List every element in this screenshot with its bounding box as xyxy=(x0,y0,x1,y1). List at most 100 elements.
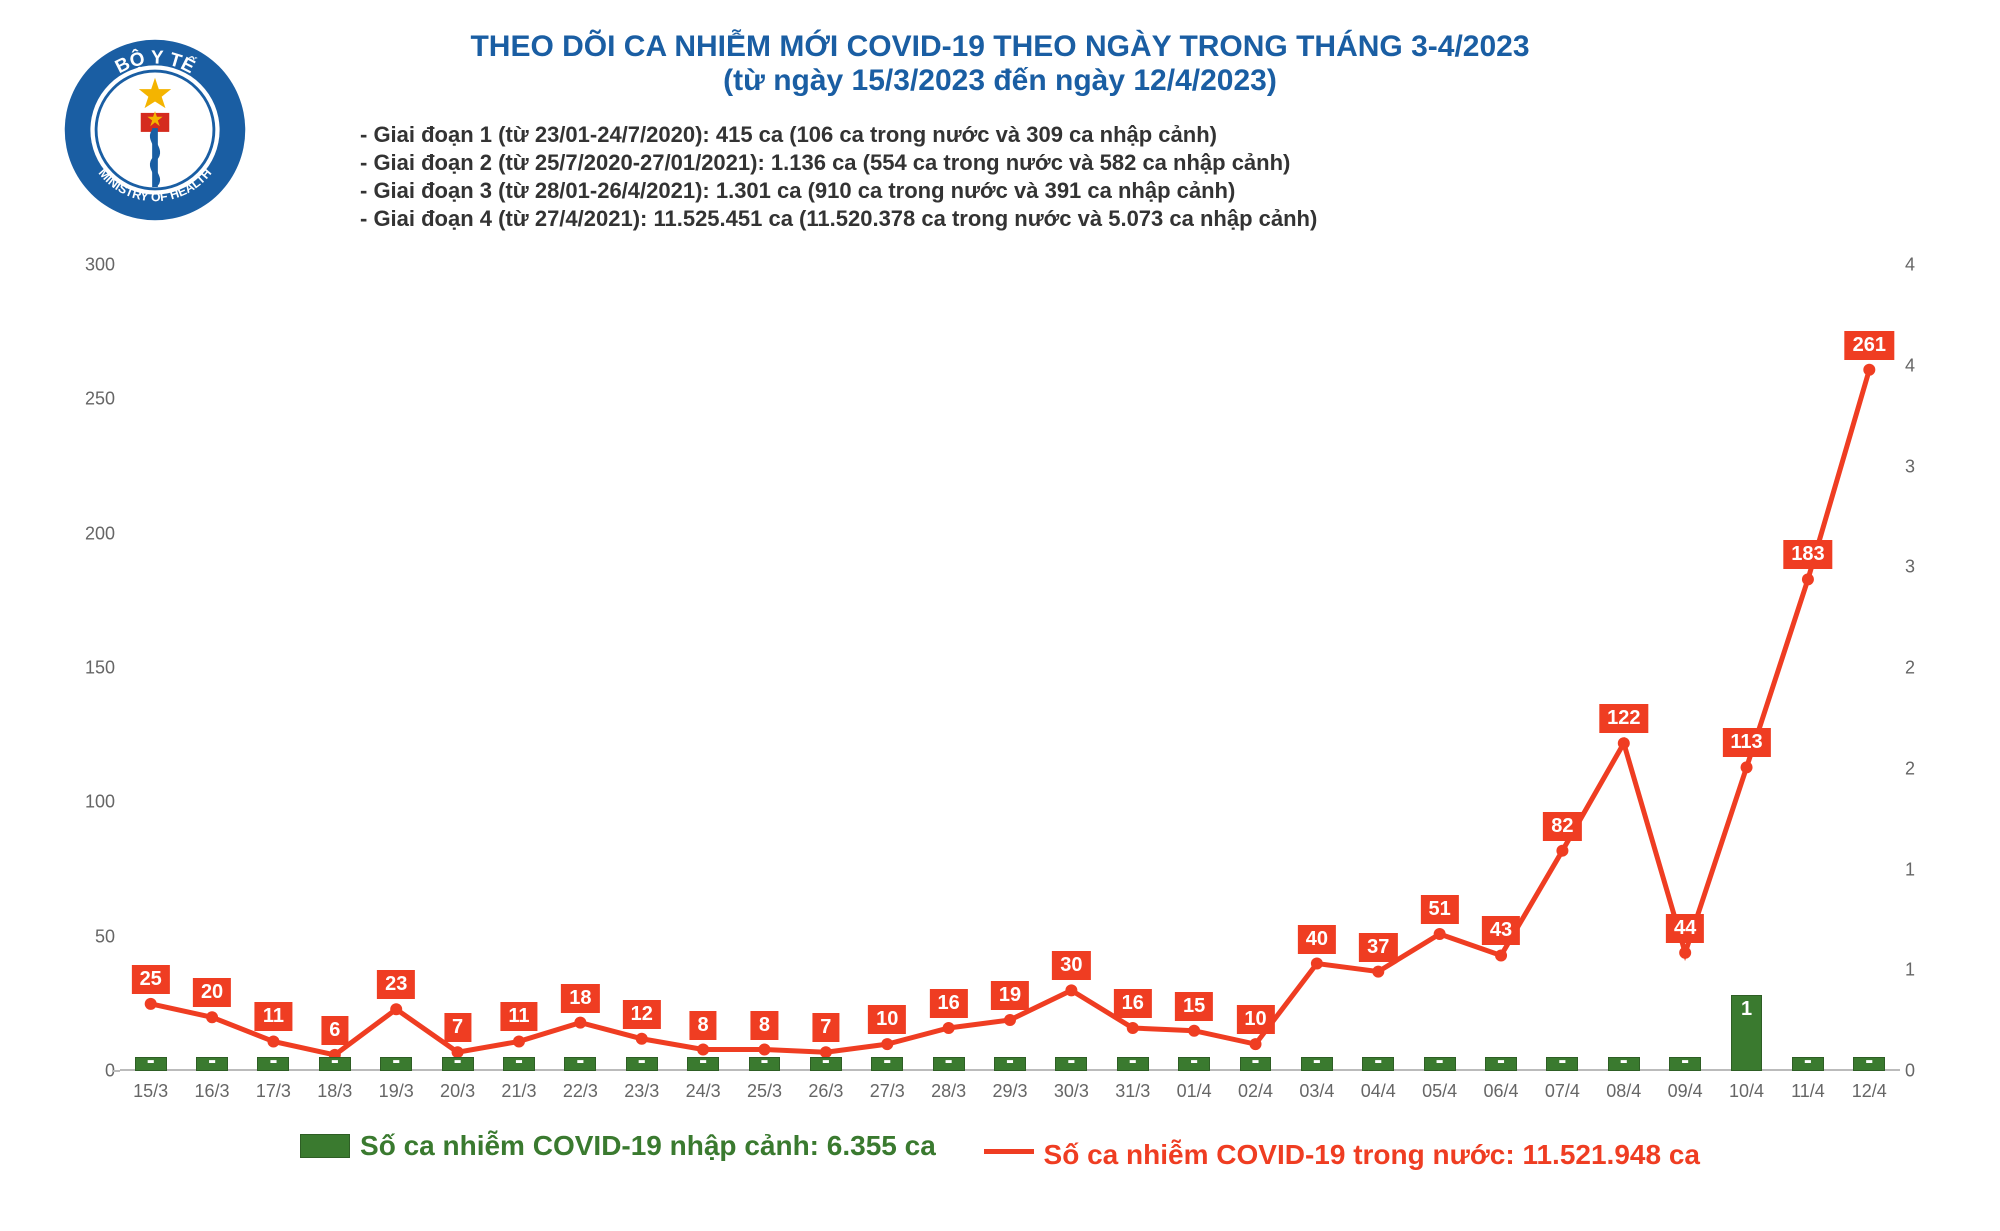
bar-label: - xyxy=(1865,1047,1873,1075)
bar-label: - xyxy=(1190,1047,1198,1075)
line-data-label: 10 xyxy=(868,1005,906,1034)
line-marker xyxy=(513,1035,525,1047)
line-data-label: 183 xyxy=(1783,540,1832,569)
x-tick: 24/3 xyxy=(686,1081,721,1102)
bar-label: - xyxy=(269,1047,277,1075)
x-axis: 15/316/317/318/319/320/321/322/323/324/3… xyxy=(120,1081,1900,1111)
line-marker xyxy=(1311,958,1323,970)
line-marker xyxy=(1556,845,1568,857)
bar-label: - xyxy=(1558,1047,1566,1075)
line-data-label: 261 xyxy=(1845,331,1894,360)
line-marker xyxy=(1679,947,1691,959)
bar-label: - xyxy=(1804,1047,1812,1075)
y-tick-right: 3 xyxy=(1905,557,1950,578)
line-data-label: 16 xyxy=(929,989,967,1018)
line-data-label: 40 xyxy=(1298,925,1336,954)
y-tick-left: 100 xyxy=(60,792,115,813)
line-data-label: 7 xyxy=(444,1013,471,1042)
bar-label: - xyxy=(147,1047,155,1075)
bar-label: - xyxy=(760,1047,768,1075)
bar-label: - xyxy=(1252,1047,1260,1075)
x-tick: 27/3 xyxy=(870,1081,905,1102)
line-data-label: 8 xyxy=(751,1011,778,1040)
x-tick: 18/3 xyxy=(317,1081,352,1102)
y-tick-right: 3 xyxy=(1905,456,1950,477)
bar-label: - xyxy=(392,1047,400,1075)
x-tick: 04/4 xyxy=(1361,1081,1396,1102)
bar-label: - xyxy=(1497,1047,1505,1075)
legend-text-bar: Số ca nhiễm COVID-19 nhập cảnh: 6.355 ca xyxy=(360,1130,936,1162)
legend-item-bar: Số ca nhiễm COVID-19 nhập cảnh: 6.355 ca xyxy=(300,1130,936,1162)
line-marker xyxy=(1188,1025,1200,1037)
x-tick: 11/4 xyxy=(1791,1081,1825,1102)
y-tick-right: 1 xyxy=(1905,960,1950,981)
note-line: - Giai đoạn 3 (từ 28/01-26/4/2021): 1.30… xyxy=(360,178,1920,204)
x-tick: 31/3 xyxy=(1115,1081,1150,1102)
line-marker xyxy=(636,1033,648,1045)
line-marker xyxy=(390,1003,402,1015)
x-tick: 29/3 xyxy=(992,1081,1027,1102)
line-data-label: 12 xyxy=(623,1000,661,1029)
bar-label: - xyxy=(1620,1047,1628,1075)
y-tick-right: 1 xyxy=(1905,859,1950,880)
y-tick-right: 2 xyxy=(1905,658,1950,679)
x-tick: 23/3 xyxy=(624,1081,659,1102)
x-tick: 08/4 xyxy=(1606,1081,1641,1102)
line-data-label: 44 xyxy=(1666,914,1704,943)
note-line: - Giai đoạn 1 (từ 23/01-24/7/2020): 415 … xyxy=(360,122,1920,148)
note-line: - Giai đoạn 2 (từ 25/7/2020-27/01/2021):… xyxy=(360,150,1920,176)
y-tick-left: 250 xyxy=(60,389,115,410)
line-series-svg xyxy=(120,265,1900,1071)
legend-item-line: Số ca nhiễm COVID-19 trong nước: 11.521.… xyxy=(984,1139,1700,1171)
line-data-label: 10 xyxy=(1236,1005,1274,1034)
x-tick: 26/3 xyxy=(808,1081,843,1102)
bar-label: - xyxy=(1129,1047,1137,1075)
line-data-label: 23 xyxy=(377,970,415,999)
chart-title-line2: (từ ngày 15/3/2023 đến ngày 12/4/2023) xyxy=(20,64,1980,98)
line-data-label: 51 xyxy=(1421,895,1459,924)
y-tick-right: 4 xyxy=(1905,355,1950,376)
bar-label: 1 xyxy=(1741,998,1752,1021)
line-marker xyxy=(145,998,157,1010)
line-data-label: 11 xyxy=(255,1002,292,1031)
y-tick-left: 150 xyxy=(60,658,115,679)
line-marker xyxy=(1065,984,1077,996)
line-data-label: 25 xyxy=(132,965,170,994)
x-tick: 09/4 xyxy=(1668,1081,1703,1102)
y-tick-left: 50 xyxy=(60,926,115,947)
line-data-label: 11 xyxy=(500,1002,537,1031)
line-data-label: 6 xyxy=(321,1016,348,1045)
y-tick-left: 300 xyxy=(60,255,115,276)
chart-title-line1: THEO DÕI CA NHIỄM MỚI COVID-19 THEO NGÀY… xyxy=(20,30,1980,64)
line-marker xyxy=(574,1017,586,1029)
chart-header: THEO DÕI CA NHIỄM MỚI COVID-19 THEO NGÀY… xyxy=(20,20,1980,108)
legend-swatch-bar xyxy=(300,1134,350,1158)
chart-notes: - Giai đoạn 1 (từ 23/01-24/7/2020): 415 … xyxy=(360,120,1920,234)
bar-label: - xyxy=(515,1047,523,1075)
line-data-label: 15 xyxy=(1175,992,1213,1021)
x-tick: 10/4 xyxy=(1729,1081,1764,1102)
chart-container: BỘ Y TẾ MINISTRY OF HEALTH THEO DÕI CA N… xyxy=(20,20,1980,1211)
x-tick: 03/4 xyxy=(1299,1081,1334,1102)
chart-legend: Số ca nhiễm COVID-19 nhập cảnh: 6.355 ca… xyxy=(20,1130,1980,1172)
bar-label: - xyxy=(331,1047,339,1075)
x-tick: 02/4 xyxy=(1238,1081,1273,1102)
line-marker xyxy=(1372,966,1384,978)
line-data-label: 30 xyxy=(1052,951,1090,980)
x-tick: 17/3 xyxy=(256,1081,291,1102)
line-data-label: 18 xyxy=(561,984,599,1013)
x-tick: 12/4 xyxy=(1852,1081,1887,1102)
line-data-label: 43 xyxy=(1482,916,1520,945)
bar-label: - xyxy=(822,1047,830,1075)
line-marker xyxy=(1127,1022,1139,1034)
line-marker xyxy=(1802,573,1814,585)
y-tick-left: 200 xyxy=(60,523,115,544)
line-marker xyxy=(1495,949,1507,961)
bar-label: - xyxy=(1006,1047,1014,1075)
line-marker xyxy=(1004,1014,1016,1026)
bar-label: - xyxy=(1374,1047,1382,1075)
y-axis-right: 011223344 xyxy=(1905,265,1950,1071)
line-data-label: 19 xyxy=(991,981,1029,1010)
line-marker xyxy=(1741,761,1753,773)
bar-label: - xyxy=(945,1047,953,1075)
